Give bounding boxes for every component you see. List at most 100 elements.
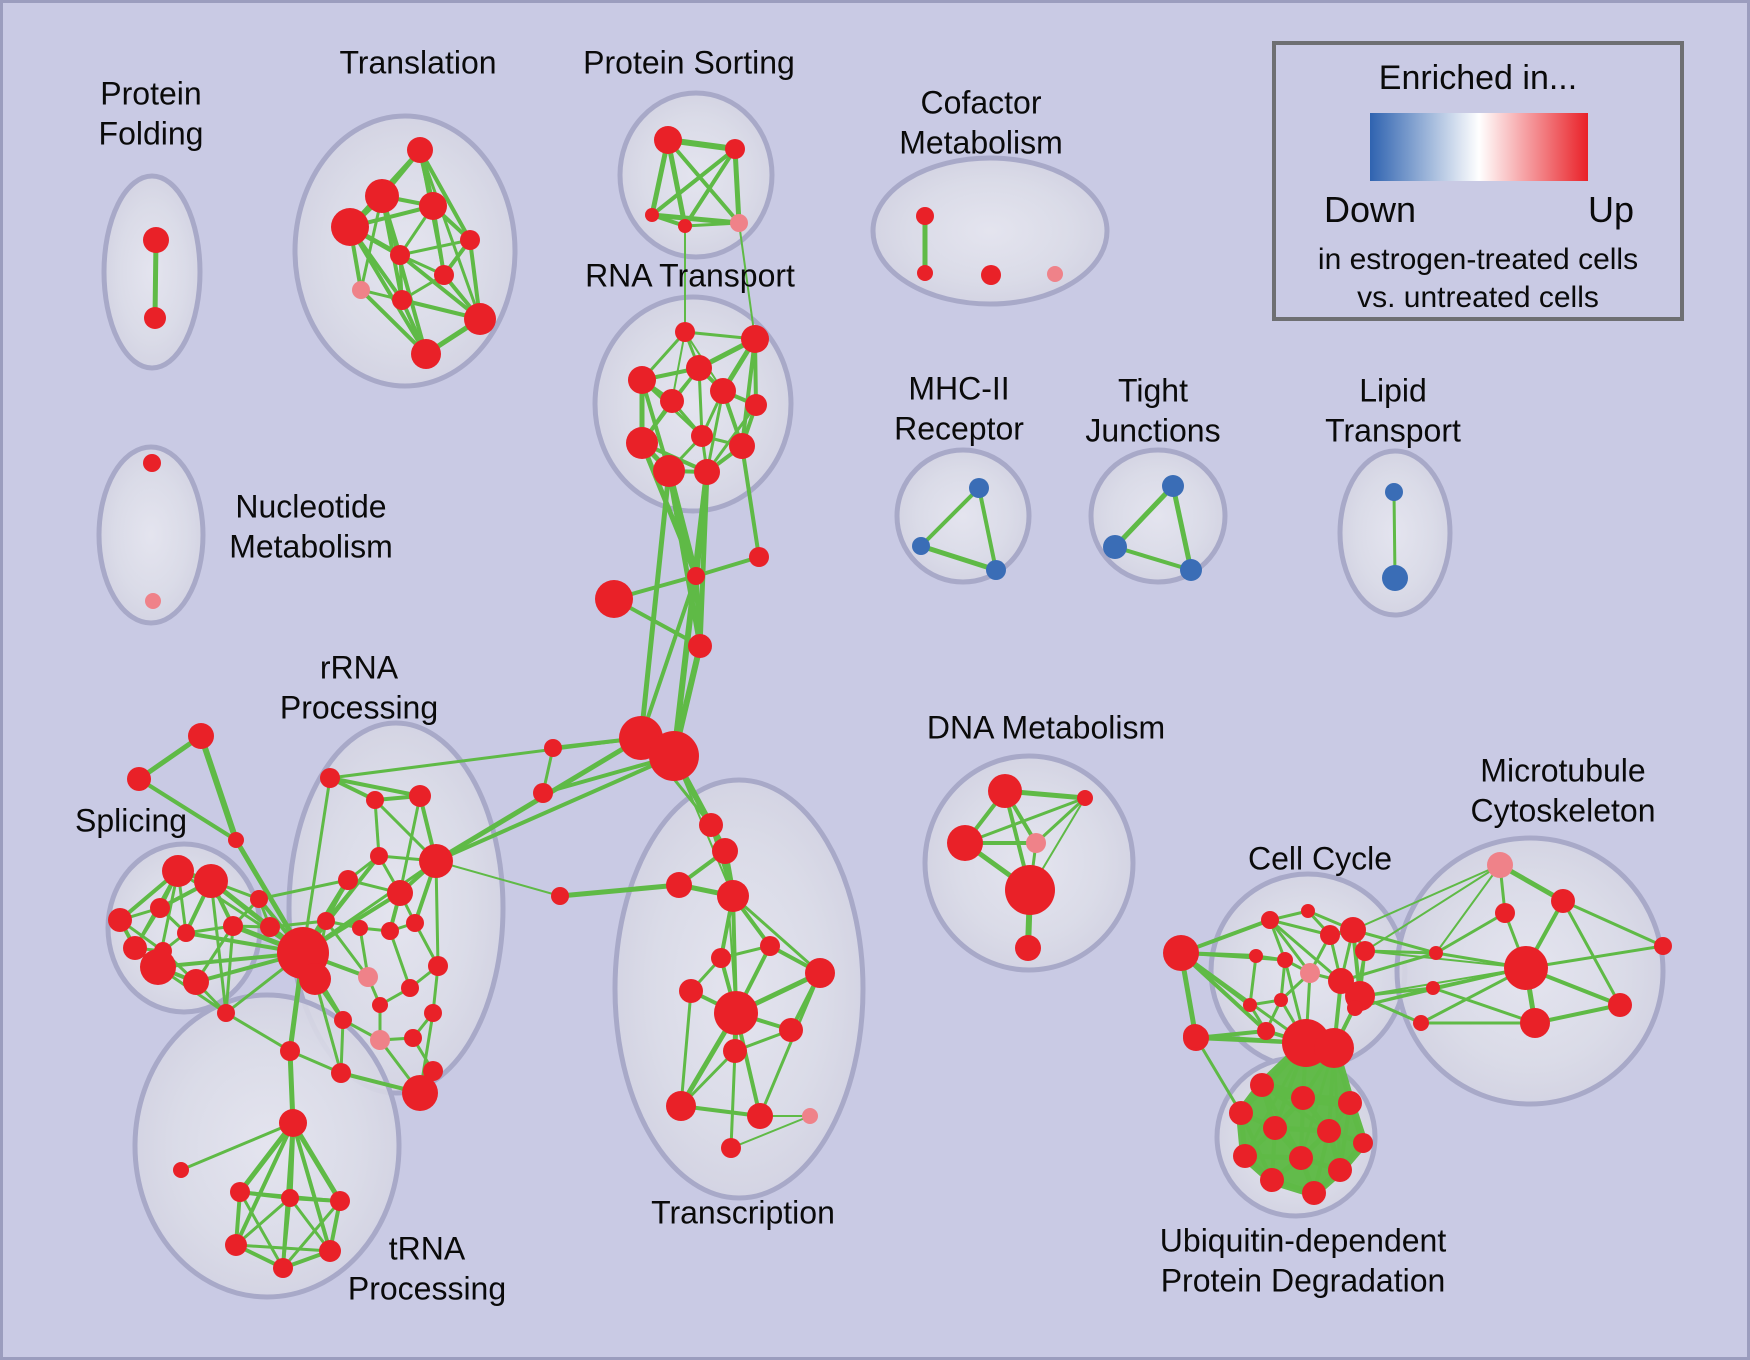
cluster-label-dna-metabolism: DNA Metabolism bbox=[927, 709, 1165, 745]
network-node bbox=[710, 378, 736, 404]
network-node bbox=[1015, 935, 1041, 961]
network-node bbox=[1229, 1101, 1253, 1125]
network-edge bbox=[650, 147, 737, 217]
network-node bbox=[372, 997, 388, 1013]
network-edge bbox=[918, 543, 999, 573]
network-edge bbox=[730, 1115, 811, 1149]
network-node bbox=[729, 433, 755, 459]
network-edge bbox=[224, 1011, 292, 1053]
cluster-ellipse-dna-metabolism bbox=[922, 753, 1136, 973]
network-node bbox=[678, 219, 692, 233]
network-edge bbox=[418, 148, 482, 321]
network-node bbox=[331, 1063, 351, 1083]
network-node bbox=[666, 1091, 696, 1121]
network-node bbox=[1338, 1091, 1362, 1115]
network-edge bbox=[238, 1190, 285, 1270]
network-edge bbox=[758, 971, 822, 1118]
network-node bbox=[1300, 963, 1320, 983]
network-node bbox=[150, 898, 170, 918]
cluster-label-nucleotide-metabolism: Nucleotide bbox=[235, 488, 386, 524]
cluster-ellipse-cofactor-metabolism bbox=[870, 155, 1110, 307]
network-canvas: Protein Folding Translation Protein Sorting… bbox=[75, 44, 1672, 1306]
network-node bbox=[741, 325, 769, 353]
cluster-label-mhc-ii-receptor: MHC-II bbox=[908, 370, 1009, 406]
network-node bbox=[969, 478, 989, 498]
cluster-label-trna-processing: tRNA bbox=[389, 1230, 466, 1266]
network-node bbox=[1413, 1015, 1429, 1031]
legend-subtitle-line2: vs. untreated cells bbox=[1357, 281, 1599, 314]
network-edge bbox=[665, 137, 688, 229]
legend-title: Enriched in... bbox=[1378, 59, 1578, 97]
cluster-ellipse-nucleotide-metabolism bbox=[96, 444, 206, 626]
cluster-label-ubiquitin-degradation: Ubiquitin-dependent bbox=[1160, 1222, 1447, 1258]
network-node bbox=[183, 969, 209, 995]
network-node bbox=[352, 281, 370, 299]
network-node bbox=[699, 813, 723, 837]
network-edge bbox=[257, 878, 350, 901]
network-edge bbox=[732, 146, 742, 226]
network-edge bbox=[324, 919, 370, 979]
network-node bbox=[319, 1240, 341, 1262]
network-node bbox=[409, 785, 431, 807]
network-node bbox=[712, 838, 738, 864]
network-edge bbox=[288, 1196, 332, 1253]
network-edge bbox=[666, 468, 703, 649]
network-edge bbox=[683, 221, 741, 228]
network-node bbox=[177, 924, 195, 942]
network-node bbox=[320, 768, 340, 788]
network-node bbox=[434, 265, 454, 285]
network-node bbox=[1257, 1022, 1275, 1040]
network-node bbox=[679, 979, 703, 1003]
cluster-ellipse-transcription bbox=[612, 777, 866, 1201]
network-node bbox=[404, 1029, 422, 1047]
network-edge bbox=[1392, 490, 1397, 580]
network-node bbox=[1005, 865, 1055, 915]
network-node bbox=[1291, 1086, 1315, 1110]
network-edge bbox=[1431, 986, 1537, 1025]
network-node bbox=[411, 339, 441, 369]
network-edge bbox=[290, 1120, 343, 1204]
network-node bbox=[370, 1030, 390, 1050]
network-node bbox=[1495, 903, 1515, 923]
network-node bbox=[666, 872, 692, 898]
network-node bbox=[1353, 1133, 1373, 1153]
network-node bbox=[1654, 937, 1672, 955]
network-edge bbox=[380, 194, 428, 356]
network-edge bbox=[639, 440, 699, 579]
legend-down-label: Down bbox=[1324, 189, 1417, 230]
network-edge bbox=[1561, 899, 1622, 1007]
network-node bbox=[144, 307, 166, 329]
network-node bbox=[653, 455, 685, 487]
network-node bbox=[1243, 998, 1257, 1012]
network-node bbox=[1163, 935, 1199, 971]
network-edge bbox=[435, 860, 561, 897]
network-node bbox=[1429, 946, 1443, 960]
network-edge bbox=[328, 736, 643, 780]
network-node bbox=[108, 908, 132, 932]
network-node bbox=[188, 723, 214, 749]
network-node bbox=[802, 1108, 818, 1124]
network-node bbox=[1289, 1146, 1313, 1170]
network-edge bbox=[729, 1049, 737, 1150]
network-edge bbox=[434, 859, 440, 968]
legend-endpoint-labels: Down Up bbox=[1324, 189, 1634, 231]
network-node bbox=[279, 1109, 307, 1137]
network-node bbox=[1317, 1119, 1341, 1143]
network-node bbox=[334, 1011, 352, 1029]
network-node bbox=[745, 394, 767, 416]
network-edge bbox=[1435, 864, 1501, 954]
network-edge bbox=[683, 147, 737, 228]
network-node bbox=[723, 1039, 747, 1063]
network-node bbox=[223, 916, 243, 936]
network-node bbox=[947, 825, 983, 861]
network-node bbox=[1301, 904, 1315, 918]
network-node bbox=[299, 963, 331, 995]
network-node bbox=[428, 956, 448, 976]
cluster-label-tight-junctions: Tight bbox=[1118, 372, 1188, 408]
cluster-label-lipid-transport: Transport bbox=[1325, 412, 1461, 448]
network-node bbox=[981, 265, 1001, 285]
network-edge bbox=[649, 212, 742, 226]
network-edge bbox=[234, 1196, 292, 1247]
cluster-label-protein-sorting: Protein Sorting bbox=[583, 44, 795, 80]
network-edge bbox=[1179, 951, 1268, 1033]
